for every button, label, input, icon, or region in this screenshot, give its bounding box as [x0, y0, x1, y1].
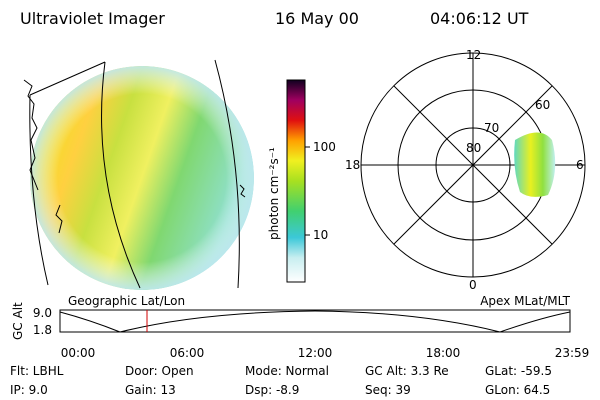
info-field: Mode: Normal [245, 364, 329, 378]
info-field: Gain: 13 [125, 383, 176, 397]
polar-lat: 60 [535, 98, 550, 112]
info-field: IP: 9.0 [10, 383, 48, 397]
timeline-y-label: 1.8 [33, 323, 52, 337]
colorbar-label: photon cm⁻²s⁻¹ [267, 147, 281, 240]
auroral-image [30, 66, 254, 290]
timeline-time: 12:00 [298, 346, 333, 360]
info-field: Door: Open [125, 364, 194, 378]
timeline-right-title: Apex MLat/MLT [480, 294, 570, 308]
timeline-left-title: Geographic Lat/Lon [68, 294, 185, 308]
info-field: Seq: 39 [365, 383, 411, 397]
polar-hour: 18 [345, 158, 360, 172]
time: 04:06:12 UT [430, 9, 529, 28]
timeline-time: 23:59 [555, 346, 590, 360]
polar-hour: 0 [469, 278, 477, 292]
colorbar-tick-label: 10 [313, 228, 328, 242]
info-field: GLat: -59.5 [485, 364, 552, 378]
timeline-box [59, 309, 571, 333]
date: 16 May 00 [275, 9, 359, 28]
auroral-oval [514, 132, 556, 197]
polar-hour: 12 [466, 48, 481, 62]
polar-lat: 70 [484, 121, 499, 135]
info-field: GC Alt: 3.3 Re [365, 364, 449, 378]
altitude-curve [59, 310, 571, 333]
info-field: Flt: LBHL [10, 364, 64, 378]
colorbar-tick-label: 100 [313, 140, 336, 154]
timeline-y-label: 9.0 [33, 306, 52, 320]
title: Ultraviolet Imager [20, 9, 165, 28]
info-field: GLon: 64.5 [485, 383, 550, 397]
timeline-axis-label: GC Alt [11, 302, 25, 340]
info-field: Dsp: -8.9 [245, 383, 299, 397]
colorbar [286, 79, 306, 283]
map-grid [23, 59, 246, 289]
polar-hour: 6 [576, 158, 584, 172]
timeline-time: 06:00 [170, 346, 205, 360]
timeline-time: 00:00 [61, 346, 96, 360]
polar-lat: 80 [466, 141, 481, 155]
timeline-time: 18:00 [426, 346, 461, 360]
